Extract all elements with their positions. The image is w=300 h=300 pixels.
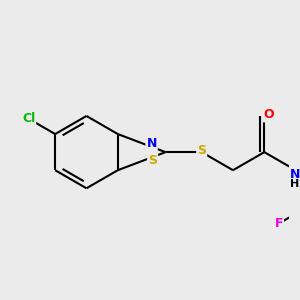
Text: N: N (146, 137, 157, 150)
Text: S: S (197, 143, 206, 157)
Text: N: N (290, 168, 300, 181)
Text: S: S (148, 154, 157, 167)
Text: H: H (290, 179, 299, 189)
Text: F: F (274, 217, 283, 230)
Text: Cl: Cl (22, 112, 35, 125)
Text: O: O (263, 108, 274, 122)
